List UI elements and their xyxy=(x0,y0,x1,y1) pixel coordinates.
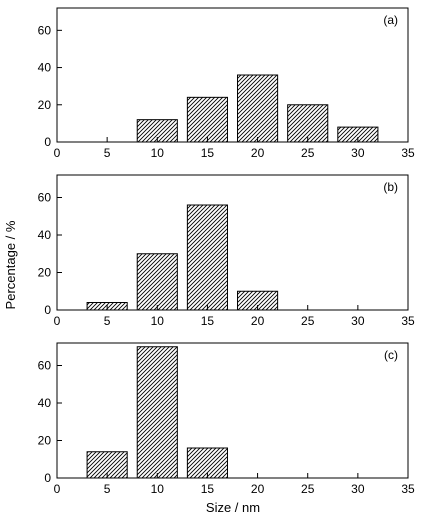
bar xyxy=(287,104,329,143)
x-tick-label: 15 xyxy=(201,482,215,496)
y-tick-label: 40 xyxy=(38,228,52,242)
bar xyxy=(136,346,178,479)
bar xyxy=(186,96,228,143)
panel-2: 0 5 10 15 20 25 30 35 0 20 40 60 (b) xyxy=(38,174,415,328)
plot-frame xyxy=(56,174,409,311)
x-tick-label: 25 xyxy=(301,314,315,328)
y-tick-label: 0 xyxy=(44,471,51,485)
y-tick-label: 0 xyxy=(44,135,51,149)
panel-1: 0 5 10 15 20 25 30 35 0 20 40 60 (a) xyxy=(38,7,415,160)
x-tick-label: 20 xyxy=(251,482,265,496)
x-tick-label: 35 xyxy=(401,146,415,160)
x-tick-label: 30 xyxy=(351,146,365,160)
x-tick-label: 25 xyxy=(301,146,315,160)
x-tick-label: 15 xyxy=(201,146,215,160)
x-tick-label: 35 xyxy=(401,314,415,328)
x-tick-label: 30 xyxy=(351,482,365,496)
x-tick-label: 25 xyxy=(301,482,315,496)
y-axis-title: Percentage / % xyxy=(3,220,18,309)
x-tick-label: 0 xyxy=(54,482,61,496)
y-tick-label: 0 xyxy=(44,303,51,317)
x-tick-label: 10 xyxy=(151,146,165,160)
x-tick-label: 0 xyxy=(54,314,61,328)
y-tick-label: 40 xyxy=(38,396,52,410)
x-tick-label: 30 xyxy=(351,314,365,328)
y-tick-label: 20 xyxy=(38,98,52,112)
panel-label: (a) xyxy=(383,13,398,27)
x-tick-label: 10 xyxy=(151,314,165,328)
plot-frame xyxy=(56,342,409,479)
plot-frame xyxy=(56,7,409,143)
y-tick-label: 60 xyxy=(38,359,52,373)
y-tick-label: 20 xyxy=(38,434,52,448)
x-tick-label: 10 xyxy=(151,482,165,496)
x-tick-label: 20 xyxy=(251,146,265,160)
x-tick-label: 15 xyxy=(201,314,215,328)
panel-3: 0 5 10 15 20 25 30 35 0 20 40 60 (c) xyxy=(38,342,415,496)
panel-label: (c) xyxy=(384,348,398,362)
x-tick-label: 0 xyxy=(54,146,61,160)
x-tick-label: 20 xyxy=(251,314,265,328)
y-tick-label: 60 xyxy=(38,23,52,37)
bar xyxy=(136,253,178,311)
panel-label: (b) xyxy=(383,180,398,194)
y-tick-label: 60 xyxy=(38,191,52,205)
x-tick-label: 5 xyxy=(104,146,111,160)
bar xyxy=(237,74,279,143)
x-tick-label: 35 xyxy=(401,482,415,496)
x-tick-label: 5 xyxy=(104,482,111,496)
x-tick-label: 5 xyxy=(104,314,111,328)
x-axis-title: Size / nm xyxy=(206,500,260,515)
y-tick-label: 20 xyxy=(38,266,52,280)
y-tick-label: 40 xyxy=(38,61,52,75)
bar xyxy=(186,204,228,311)
